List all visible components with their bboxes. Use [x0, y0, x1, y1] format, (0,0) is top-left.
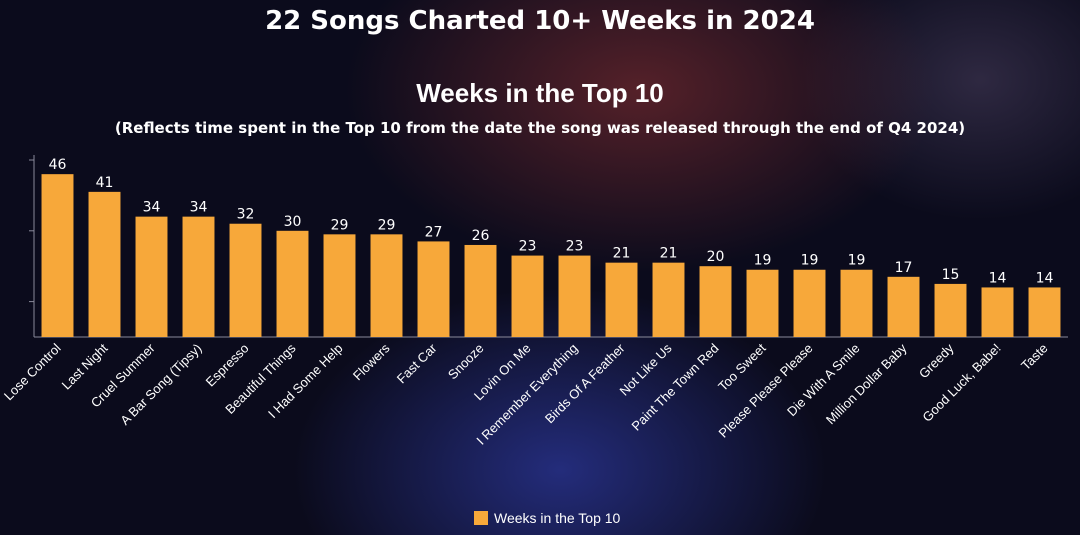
- bar: [88, 191, 121, 337]
- chart-subtitle: (Reflects time spent in the Top 10 from …: [114, 119, 966, 137]
- bar: [1028, 287, 1061, 337]
- x-tick-label: Espresso: [203, 341, 252, 390]
- bar: [840, 269, 873, 337]
- data-label: 21: [613, 246, 631, 262]
- data-label: 19: [754, 253, 772, 269]
- x-tick-label: A Bar Song (Tipsy): [117, 341, 204, 428]
- data-label: 34: [190, 200, 208, 216]
- bar: [934, 283, 967, 337]
- x-tick-label: Birds Of A Feather: [542, 340, 628, 426]
- data-label: 14: [1036, 270, 1054, 286]
- data-label: 32: [237, 207, 255, 223]
- bar: [417, 241, 450, 337]
- x-tick-label: Lose Control: [1, 340, 64, 403]
- bar: [652, 262, 685, 337]
- bar: [511, 255, 544, 337]
- data-label: 14: [989, 270, 1007, 286]
- legend-swatch: [474, 511, 488, 525]
- bar: [981, 287, 1014, 337]
- chart-title: Weeks in the Top 10: [416, 78, 664, 108]
- data-label: 23: [566, 239, 584, 255]
- bar: [182, 216, 215, 337]
- x-tick-label: Snooze: [445, 341, 487, 383]
- data-label: 19: [848, 253, 866, 269]
- x-tick-label: Flowers: [350, 340, 393, 383]
- data-label: 17: [895, 260, 913, 276]
- bar: [370, 234, 403, 337]
- bar: [41, 174, 74, 337]
- bar: [699, 266, 732, 337]
- x-tick-label: Greedy: [916, 340, 957, 381]
- data-label: 27: [425, 224, 443, 240]
- data-label: 29: [378, 217, 396, 233]
- legend-label: Weeks in the Top 10: [494, 510, 621, 526]
- bar: [464, 244, 497, 337]
- data-label: 26: [472, 228, 490, 244]
- data-label: 30: [284, 214, 302, 230]
- bar: [276, 230, 309, 337]
- data-label: 34: [143, 200, 161, 216]
- x-tick-label: Fast Car: [394, 340, 440, 386]
- bar: [323, 234, 356, 337]
- data-label: 23: [519, 239, 537, 255]
- legend: Weeks in the Top 10: [474, 509, 620, 527]
- data-label: 19: [801, 253, 819, 269]
- data-label: 41: [96, 175, 114, 191]
- x-tick-label: Million Dollar Baby: [823, 340, 910, 427]
- data-label: 15: [942, 267, 960, 283]
- x-tick-label: Paint The Town Red: [629, 341, 722, 434]
- data-label: 46: [49, 157, 67, 173]
- data-label: 29: [331, 217, 349, 233]
- main-title: 22 Songs Charted 10+ Weeks in 2024: [265, 6, 815, 36]
- data-label: 21: [660, 246, 678, 262]
- bar: [793, 269, 826, 337]
- data-label: 20: [707, 249, 725, 265]
- bar: [746, 269, 779, 337]
- bar: [135, 216, 168, 337]
- x-tick-label: Taste: [1018, 341, 1051, 374]
- bar: [887, 276, 920, 337]
- bar: [558, 255, 591, 337]
- bar: [229, 223, 262, 337]
- bar: [605, 262, 638, 337]
